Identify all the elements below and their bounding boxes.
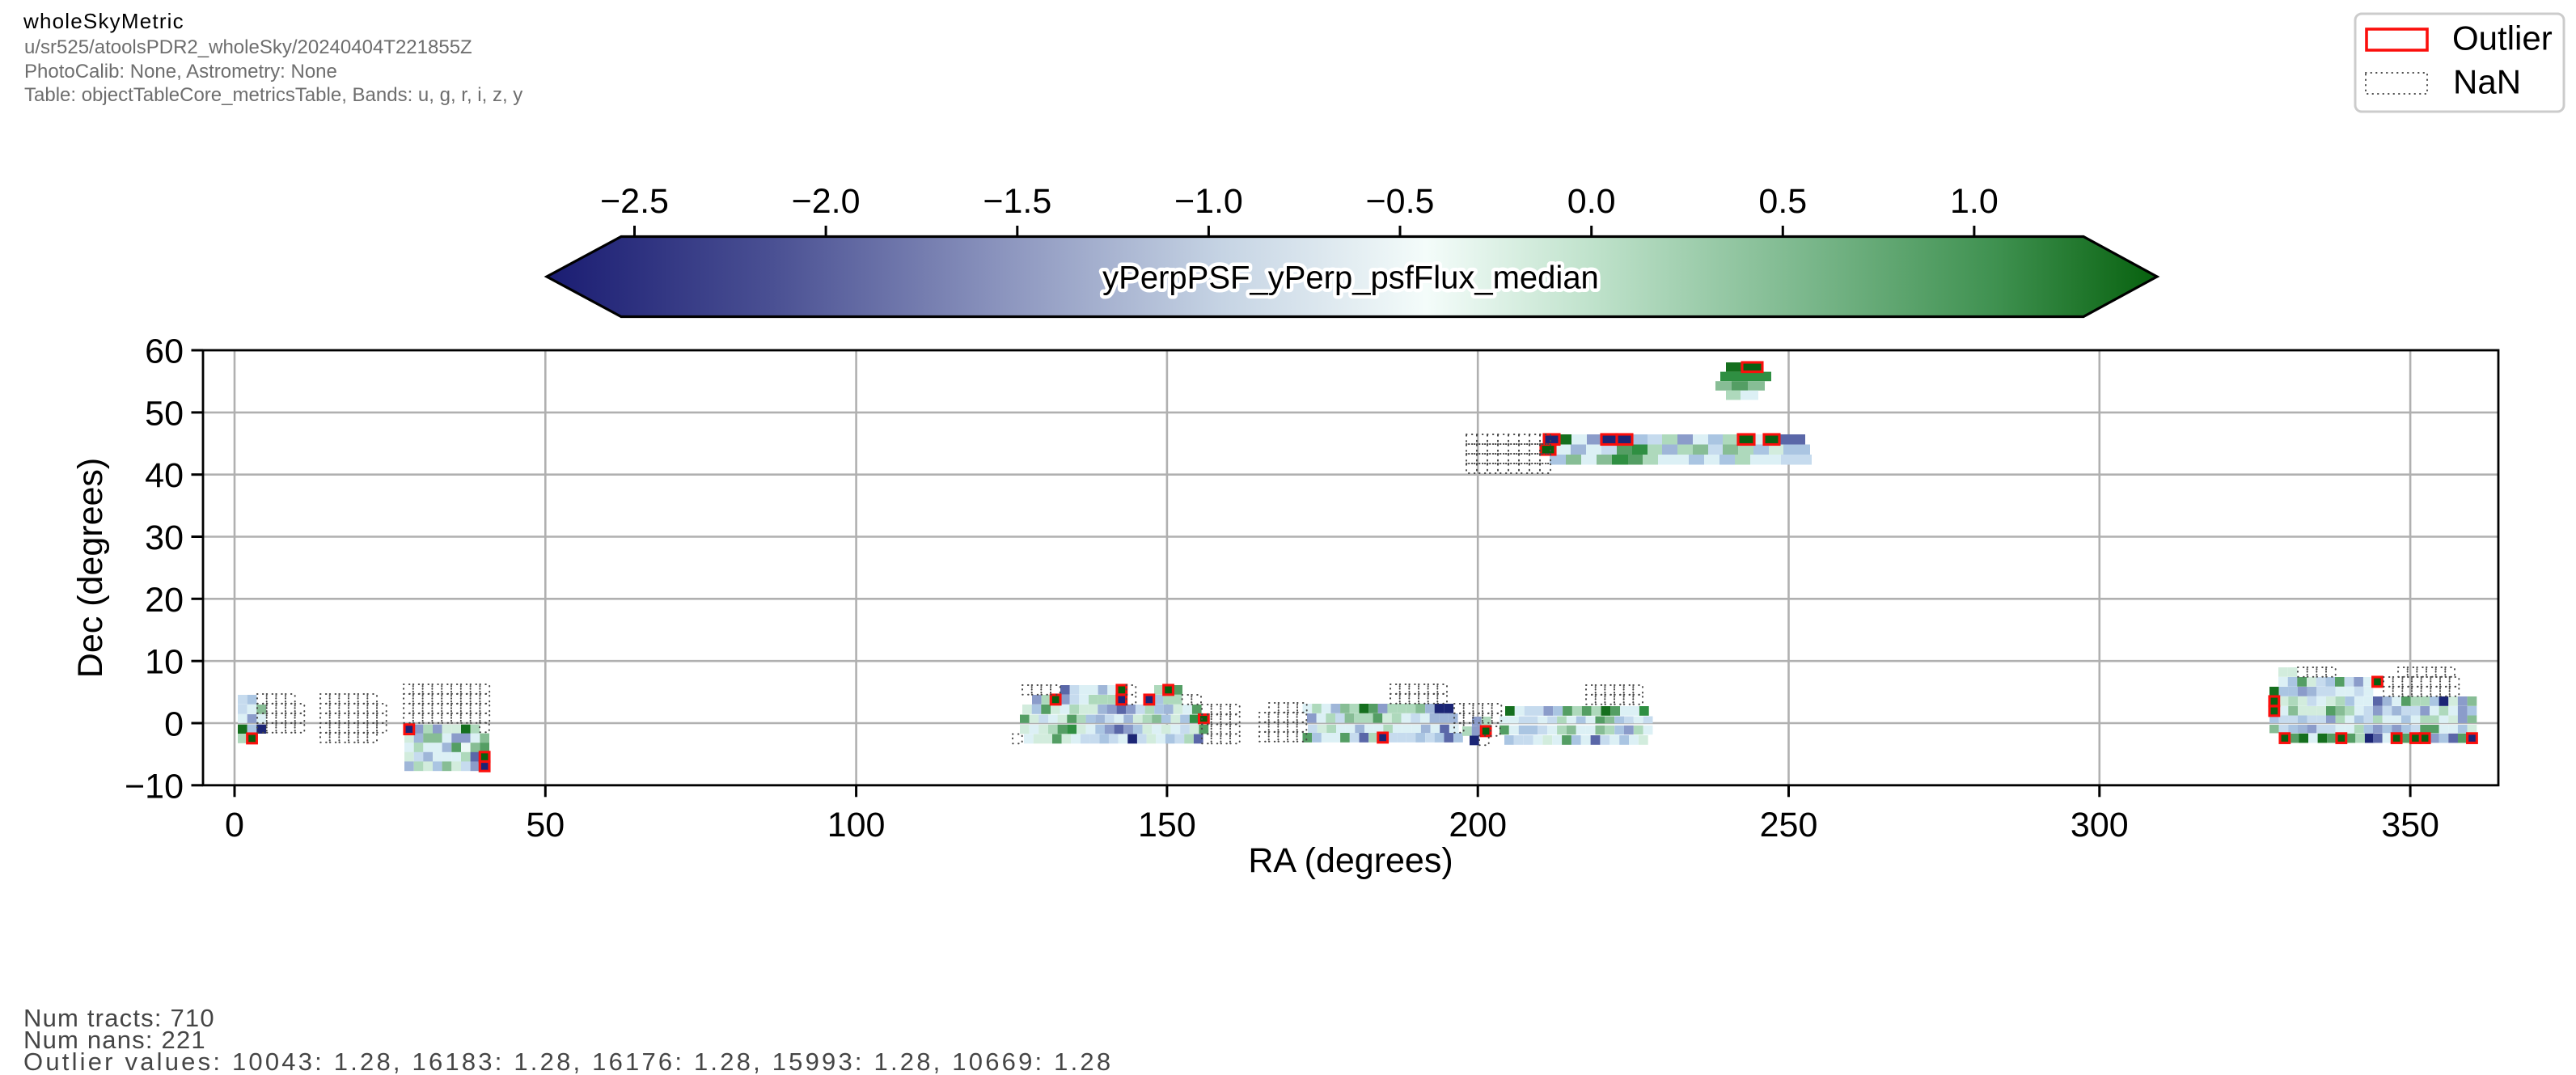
svg-text:u/sr525/atoolsPDR2_wholeSky/20: u/sr525/atoolsPDR2_wholeSky/20240404T221… [24, 36, 472, 58]
svg-text:−0.5: −0.5 [1366, 182, 1435, 221]
svg-text:10: 10 [145, 643, 184, 682]
svg-text:wholeSkyMetric: wholeSkyMetric [23, 9, 184, 33]
svg-text:Num tracts: 710: Num tracts: 710 [23, 1004, 215, 1032]
svg-text:NaN: NaN [2453, 63, 2521, 101]
svg-text:0.0: 0.0 [1567, 182, 1616, 221]
svg-text:40: 40 [145, 456, 184, 495]
svg-text:−1.0: −1.0 [1174, 182, 1243, 221]
svg-text:200: 200 [1449, 806, 1507, 844]
svg-text:100: 100 [827, 806, 886, 844]
svg-text:Outlier: Outlier [2452, 19, 2553, 57]
svg-text:−2.5: −2.5 [600, 182, 669, 221]
svg-text:yPerpPSF_yPerp_psfFlux_median: yPerpPSF_yPerp_psfFlux_median [1102, 260, 1599, 296]
svg-text:−1.5: −1.5 [983, 182, 1051, 221]
svg-text:30: 30 [145, 518, 184, 557]
svg-text:20: 20 [145, 581, 184, 620]
svg-text:0: 0 [164, 705, 184, 744]
svg-text:0.5: 0.5 [1758, 182, 1807, 221]
svg-text:50: 50 [145, 394, 184, 433]
svg-text:150: 150 [1138, 806, 1196, 844]
svg-text:0: 0 [225, 806, 244, 844]
svg-text:Dec (degrees): Dec (degrees) [71, 458, 110, 678]
svg-text:PhotoCalib: None, Astrometry:: PhotoCalib: None, Astrometry: None [24, 61, 337, 83]
svg-text:350: 350 [2381, 806, 2439, 844]
svg-text:60: 60 [145, 332, 184, 371]
svg-text:Num nans: 221: Num nans: 221 [23, 1026, 206, 1054]
svg-text:300: 300 [2071, 806, 2129, 844]
svg-text:−10: −10 [125, 767, 184, 806]
svg-text:1.0: 1.0 [1950, 182, 1999, 221]
svg-text:RA (degrees): RA (degrees) [1248, 841, 1453, 880]
svg-text:Table: objectTableCore_metrics: Table: objectTableCore_metricsTable, Ban… [24, 84, 522, 106]
svg-text:yPerpPSF_yPerp_psfFlux_median: yPerpPSF_yPerp_psfFlux_median [1102, 260, 1599, 296]
svg-text:Outlier values: 10043: 1.28, 1: Outlier values: 10043: 1.28, 16183: 1.28… [23, 1047, 1113, 1075]
svg-text:−2.0: −2.0 [792, 182, 861, 221]
svg-text:250: 250 [1760, 806, 1818, 844]
svg-text:50: 50 [526, 806, 565, 844]
